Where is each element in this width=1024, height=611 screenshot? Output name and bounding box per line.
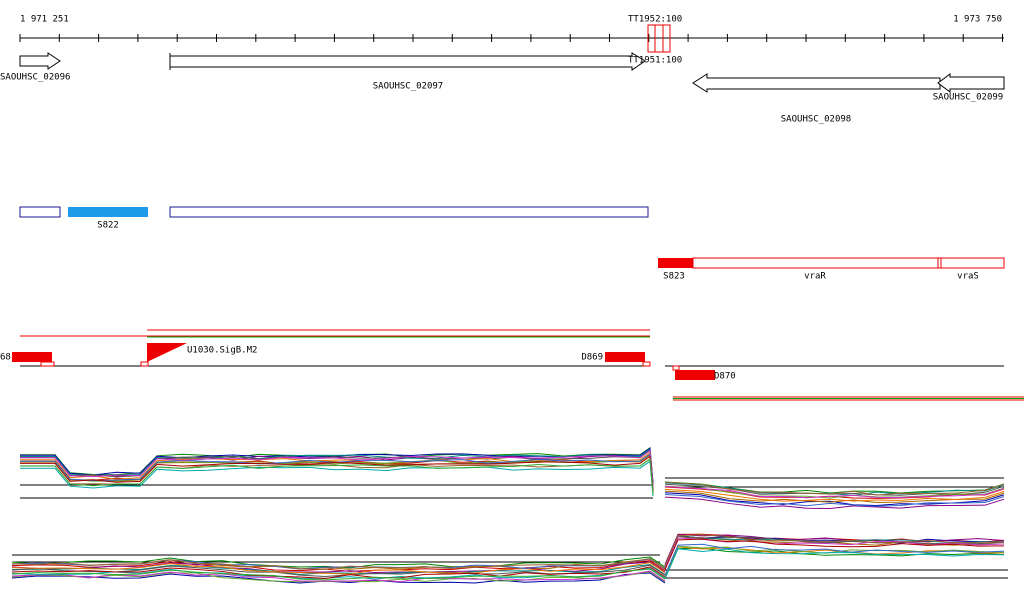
operon-label: vraR	[804, 272, 826, 282]
expression-line	[664, 482, 1005, 496]
feature-label: 68	[0, 353, 11, 363]
marker-box	[647, 24, 671, 53]
feature-block	[605, 352, 645, 362]
gene-label: SAOUHSC_02099	[933, 93, 1003, 103]
feature-block	[12, 352, 52, 362]
feature-block	[675, 370, 715, 380]
feature-label: D870	[714, 372, 736, 382]
operon-box	[19, 206, 61, 218]
expression-line	[664, 486, 1005, 499]
gene-label: SAOUHSC_02097	[373, 82, 443, 92]
expression-tracks	[11, 446, 1005, 584]
expression-line	[11, 556, 666, 569]
feature-box	[140, 361, 149, 367]
expression-line	[20, 455, 654, 492]
expression-line	[664, 488, 1005, 502]
expression-line	[20, 453, 654, 490]
expression-line	[20, 449, 654, 486]
ruler	[19, 34, 1004, 42]
expression-line	[20, 460, 654, 497]
operon-box	[692, 257, 1005, 269]
expression-line	[664, 543, 1005, 576]
expression-line	[664, 538, 1005, 571]
marker-label: TT1951:100	[628, 56, 682, 66]
expression-line	[20, 458, 654, 495]
feature-label: U1030.SigB.M2	[187, 346, 257, 356]
gene-label: SAOUHSC_02098	[781, 115, 851, 125]
expression-line	[664, 547, 1005, 579]
operon-label: S823	[663, 272, 685, 282]
expression-line	[11, 568, 666, 581]
gene-arrow	[169, 52, 646, 71]
expression-line	[664, 534, 1005, 566]
feature-box	[642, 361, 651, 367]
feature-box	[40, 361, 55, 367]
operon-label: S822	[97, 221, 119, 231]
expression-line	[664, 485, 1005, 499]
expression-line	[664, 493, 1005, 507]
operon-box	[68, 207, 148, 217]
marker-label: TT1952:100	[628, 15, 682, 25]
feature-label: D869	[581, 353, 603, 363]
operon-box	[658, 258, 693, 268]
expression-line	[664, 481, 1005, 496]
expression-line	[11, 572, 666, 584]
ruler-start: 1 971 251	[20, 15, 69, 25]
expression-line	[664, 548, 1005, 579]
operon-box	[169, 206, 649, 218]
gene-arrow	[937, 73, 1005, 93]
ruler-end: 1 973 750	[953, 15, 1002, 25]
expression-line	[11, 558, 666, 570]
gene-label: SAOUHSC_02096	[0, 73, 70, 83]
expression-line	[664, 496, 1005, 510]
expression-line	[11, 566, 666, 579]
gene-arrow	[19, 52, 61, 70]
operon-label: vraS	[957, 272, 979, 282]
expression-line	[20, 449, 654, 486]
promoter-flag	[147, 343, 187, 362]
